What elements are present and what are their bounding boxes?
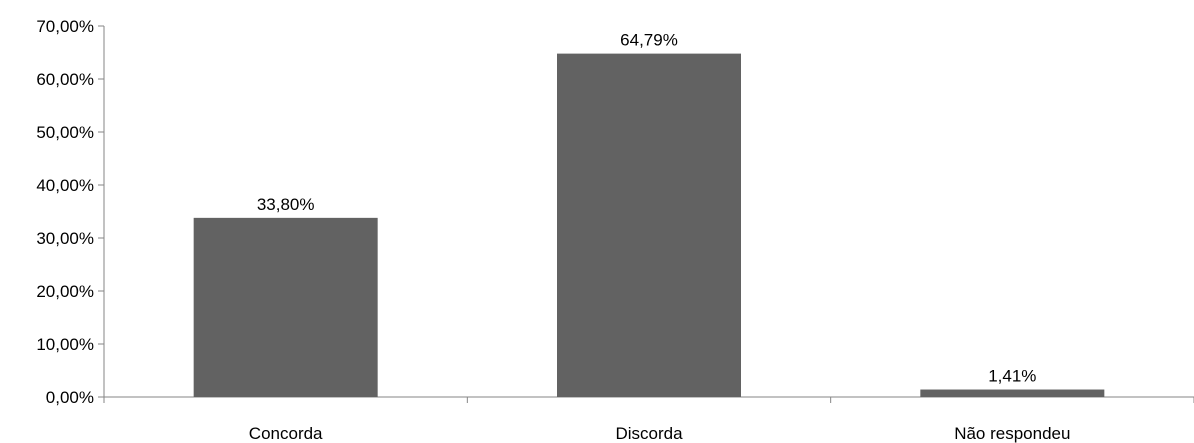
data-label: 33,80% <box>257 195 315 214</box>
data-label: 1,41% <box>988 367 1036 386</box>
x-axis: Concorda Discorda Não respondeu <box>103 396 1194 443</box>
bar-concorda <box>193 217 378 397</box>
y-tick-label: 0,00% <box>46 388 94 407</box>
category-label: Discorda <box>615 424 683 443</box>
y-tick-label: 10,00% <box>36 335 94 354</box>
y-tick-label: 20,00% <box>36 282 94 301</box>
y-tick-label: 30,00% <box>36 229 94 248</box>
data-label: 64,79% <box>620 31 678 50</box>
bar-n-o-respondeu <box>920 389 1105 397</box>
y-tick-label: 50,00% <box>36 123 94 142</box>
y-tick-label: 70,00% <box>36 17 94 36</box>
bar-discorda <box>557 53 741 397</box>
bars <box>193 53 1105 397</box>
data-labels: 33,80% 64,79% 1,41% <box>257 31 1037 386</box>
y-tick-label: 40,00% <box>36 176 94 195</box>
y-tick-label: 60,00% <box>36 70 94 89</box>
category-label: Concorda <box>249 424 323 443</box>
category-label: Não respondeu <box>954 424 1070 443</box>
y-axis: 0,00% 10,00% 20,00% 30,00% 40,00% 50,00% 60,00… <box>36 17 105 407</box>
